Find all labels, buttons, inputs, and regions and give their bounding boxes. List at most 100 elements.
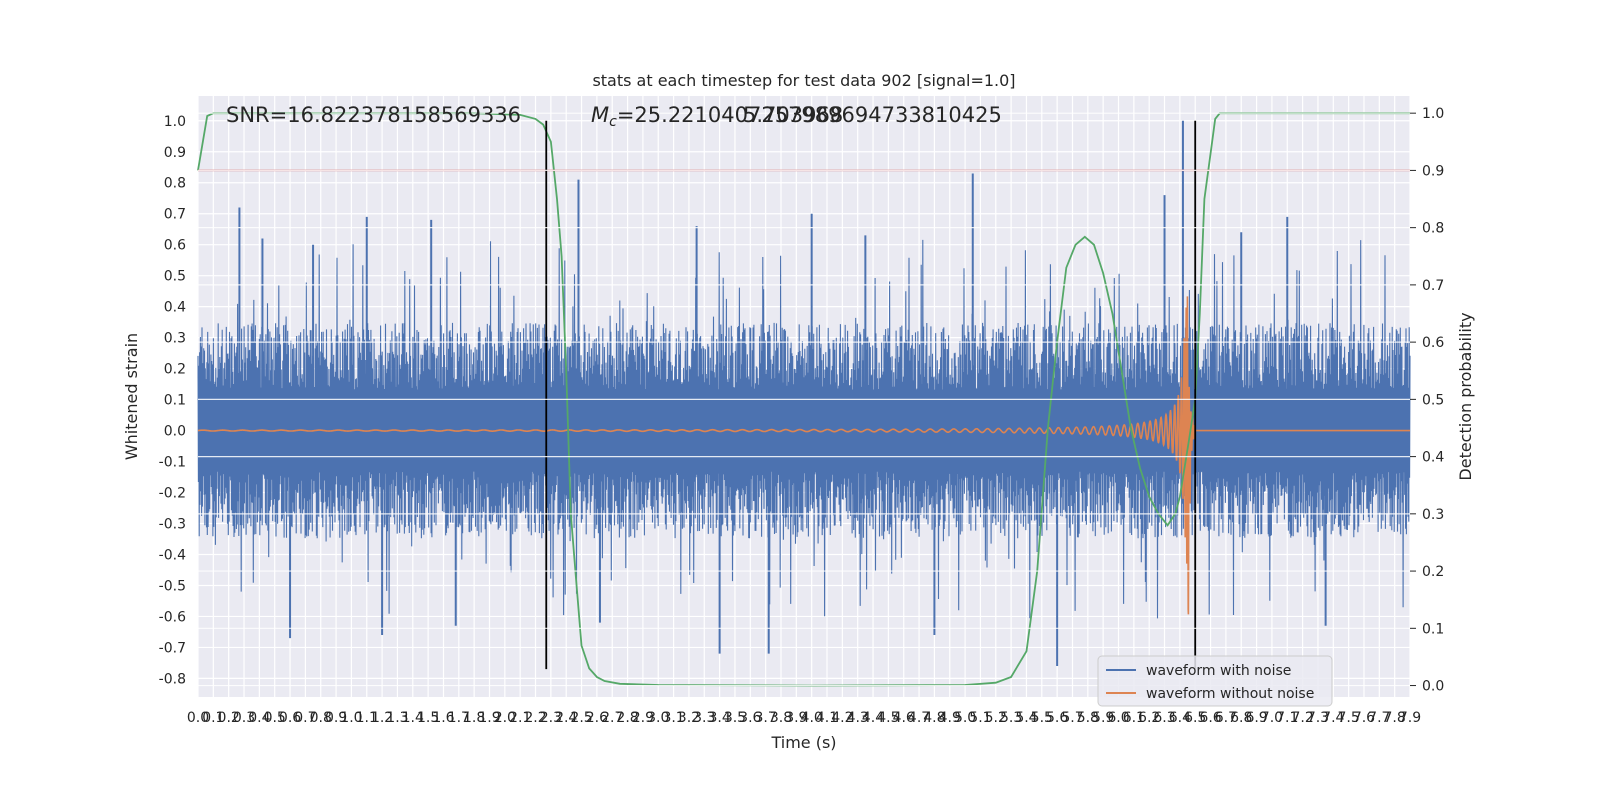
x-tick-label: 6.9 [1245,710,1267,726]
x-tick-label: 0.5 [264,710,286,726]
y-tick-label-right: 0.2 [1422,564,1444,580]
x-tick-label: 0.9 [325,710,347,726]
x-tick-label: 5.1 [969,710,991,726]
y-tick-label-left: 0.8 [164,176,186,192]
x-tick-label: 1.4 [402,710,424,726]
y-tick-label-left: 0.9 [164,145,186,161]
legend: waveform with noise waveform without noi… [1097,655,1333,707]
x-tick-label: 6.3 [1153,710,1175,726]
x-tick-label: 2.8 [616,710,638,726]
x-tick-label: 7.9 [1399,710,1421,726]
x-tick-label: 5.8 [1077,710,1099,726]
x-tick-label: 5.5 [1031,710,1053,726]
legend-label-noise: waveform with noise [1146,663,1291,679]
x-tick-label: 1.8 [463,710,485,726]
x-tick-label: 7.8 [1384,710,1406,726]
y-tick-label-left: -0.5 [159,578,186,594]
x-tick-label: 1.2 [371,710,393,726]
vertical-markers [545,120,1197,670]
x-tick-label: 3.1 [662,710,684,726]
x-tick-label: 3.7 [755,710,777,726]
y-tick-label-left: -0.6 [159,609,186,625]
y-tick-label-left: -0.1 [159,455,186,471]
x-tick-label: 6.2 [1138,710,1160,726]
y-tick-label-left: 0.2 [164,362,186,378]
y-tick-label-right: 0.6 [1422,335,1444,351]
x-tick-label: 0.8 [310,710,332,726]
x-tick-label: 3.0 [647,710,669,726]
x-tick-label: 5.6 [1046,710,1068,726]
chirp-mass-annotation: Mc=25.2210407257989694733810425 [591,103,1002,130]
x-tick-label: 2.1 [509,710,531,726]
x-tick-label: 5.3 [1000,710,1022,726]
chirp-mass-subscript: c [609,114,617,130]
y-tick-label-left: 1.0 [164,114,186,130]
legend-label-clean: waveform without noise [1146,686,1314,702]
x-tick-label: 4.1 [816,710,838,726]
x-tick-label: 4.7 [908,710,930,726]
x-tick-label: 4.4 [862,710,884,726]
y-tick-label-right: 0.5 [1422,392,1444,408]
x-tick-label: 2.3 [540,710,562,726]
y-axis-label-right: Detection probability [1456,312,1475,480]
x-tick-label: 7.6 [1353,710,1375,726]
y-tick-label-right: 1.0 [1422,106,1444,122]
x-tick-label: 4.9 [939,710,961,726]
x-tick-label: 2.7 [601,710,623,726]
x-tick-label: 7.4 [1322,710,1344,726]
x-tick-label: 0.6 [279,710,301,726]
x-tick-label: 0.3 [233,710,255,726]
legend-box [1097,655,1333,707]
chart-title: stats at each timestep for test data 902… [592,71,1015,90]
x-tick-label: 1.0 [340,710,362,726]
x-tick-label: 7.0 [1261,710,1283,726]
x-tick-label: 2.4 [555,710,577,726]
x-tick-label: 7.2 [1291,710,1313,726]
y-tick-label-right: 0.7 [1422,278,1444,294]
y-tick-label-left: -0.4 [159,547,186,563]
x-tick-label: 3.4 [708,710,730,726]
x-tick-label: 0.0 [187,710,209,726]
x-tick-label: 1.7 [448,710,470,726]
y-axis-label-left: Whitened strain [122,333,141,460]
x-tick-label: 4.6 [893,710,915,726]
x-tick-label: 0.1 [202,710,224,726]
snr-annotation: SNR=16.822378158569336 [226,103,521,127]
x-tick-label: 3.2 [678,710,700,726]
y-tick-label-left: 0.1 [164,393,186,409]
y-tick-label-left: 0.7 [164,207,186,223]
x-tick-label: 4.2 [831,710,853,726]
y-tick-label-right: 0.9 [1422,163,1444,179]
x-tick-labels: 0.00.10.20.30.40.50.60.70.80.91.01.11.21… [187,710,1421,726]
x-tick-label: 7.3 [1307,710,1329,726]
y-tick-label-right: 0.4 [1422,450,1444,466]
x-tick-label: 4.5 [877,710,899,726]
y-tick-label-left: 0.6 [164,238,186,254]
x-tick-label: 4.8 [923,710,945,726]
x-tick-label: 2.2 [524,710,546,726]
x-tick-label: 1.1 [356,710,378,726]
x-tick-label: 6.1 [1123,710,1145,726]
series-waveform-with-noise [197,120,1411,667]
chirp-mass-symbol: M [591,103,609,127]
x-tick-label: 1.3 [386,710,408,726]
x-tick-label: 0.2 [218,710,240,726]
x-tick-label: 7.5 [1338,710,1360,726]
x-tick-label: 6.6 [1199,710,1221,726]
y-tick-label-left: 0.4 [164,300,186,316]
x-tick-label: 5.7 [1061,710,1083,726]
x-tick-label: 3.5 [724,710,746,726]
y-tick-label-right: 0.8 [1422,221,1444,237]
x-tick-label: 1.9 [478,710,500,726]
x-tick-label: 2.5 [570,710,592,726]
y-tick-label-left: 0.3 [164,331,186,347]
x-tick-label: 0.7 [294,710,316,726]
overlapping-annotation: 5.703968 [743,103,843,127]
x-tick-label: 1.5 [417,710,439,726]
x-tick-label: 7.1 [1276,710,1298,726]
x-tick-label: 1.6 [432,710,454,726]
x-tick-label: 2.6 [586,710,608,726]
noise-trace [197,239,1411,619]
y-tick-labels-left: 1.0 0.9 0.8 0.7 0.6 0.5 0.4 0.3 0.2 0.1 0.0 -0.1 -0.… [159,114,186,688]
x-tick-label: 6.5 [1184,710,1206,726]
